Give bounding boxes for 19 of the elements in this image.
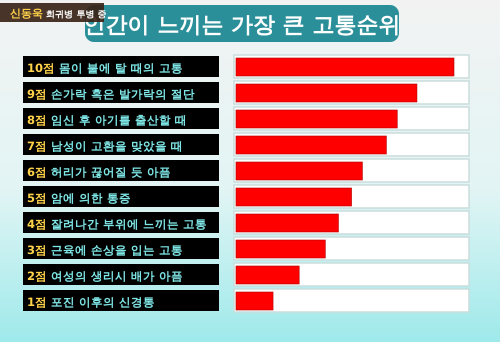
- y-tick-label: 1점 포진 이후의 신경통: [27, 295, 156, 309]
- y-tick-label: 5점 암에 의한 통증: [27, 191, 132, 205]
- y-tick-label: 3점 근육에 손상을 입는 고통: [27, 243, 184, 257]
- bar: [236, 84, 418, 102]
- bar: [236, 292, 274, 310]
- y-tick-label: 8점 임신 후 아기를 출산할 때: [27, 113, 188, 127]
- bar: [236, 110, 398, 128]
- y-tick-label: 2점 여성의 생리시 배가 아픔: [27, 269, 184, 283]
- bar: [236, 240, 326, 258]
- bar: [236, 214, 339, 232]
- bar: [236, 162, 363, 180]
- y-tick-label: 10점 몸이 불에 탈 때의 고통: [27, 61, 184, 75]
- bar: [236, 136, 387, 154]
- y-tick-label: 4점 잘려나간 부위에 느끼는 고통: [27, 217, 208, 231]
- y-tick-label: 7점 남성이 고환을 맞았을 때: [27, 139, 184, 153]
- y-tick-label: 6점 허리가 끊어질 듯 아픔: [27, 165, 172, 179]
- bar: [236, 188, 352, 206]
- y-tick-label: 9점 손가락 혹은 발가락의 절단: [27, 87, 196, 101]
- bar: [236, 266, 300, 284]
